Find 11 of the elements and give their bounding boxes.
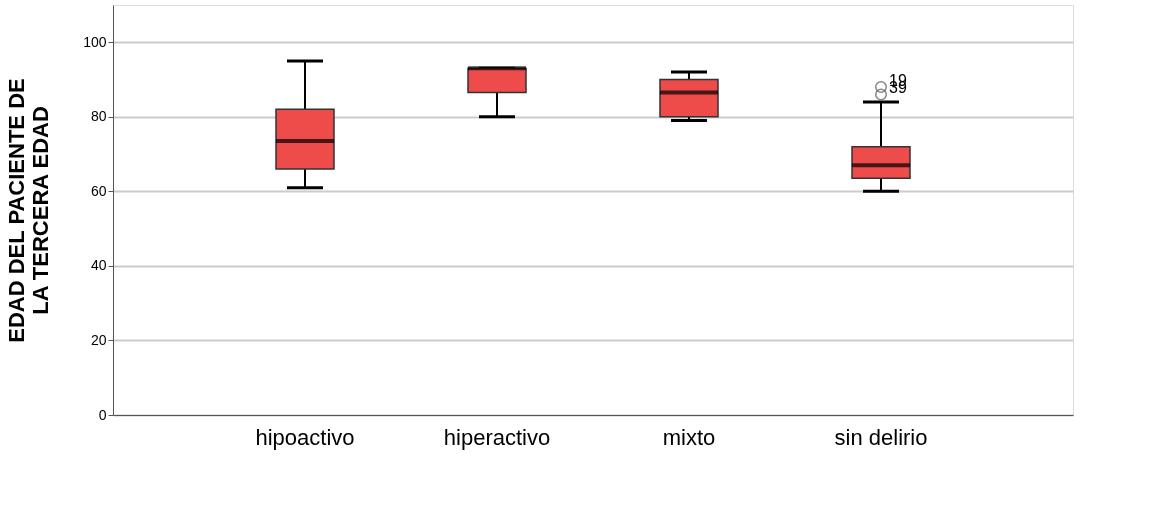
x-tick-label: mixto — [662, 424, 716, 450]
y-tick-label: 0 — [98, 406, 107, 423]
y-axis-title: EDAD DEL PACIENTE DE LA TERCERA EDAD — [4, 78, 54, 343]
y-tick-label: 100 — [83, 33, 107, 50]
y-tick-label: 20 — [90, 331, 107, 348]
y-tick-label: 40 — [90, 257, 107, 274]
x-tick-label: hiperactivo — [443, 424, 551, 450]
y-tick-label: 80 — [90, 108, 107, 125]
x-tick-label: sin delirio — [834, 424, 928, 450]
y-tick-label: 60 — [90, 182, 107, 199]
x-tick-label: hipoactivo — [255, 424, 355, 450]
